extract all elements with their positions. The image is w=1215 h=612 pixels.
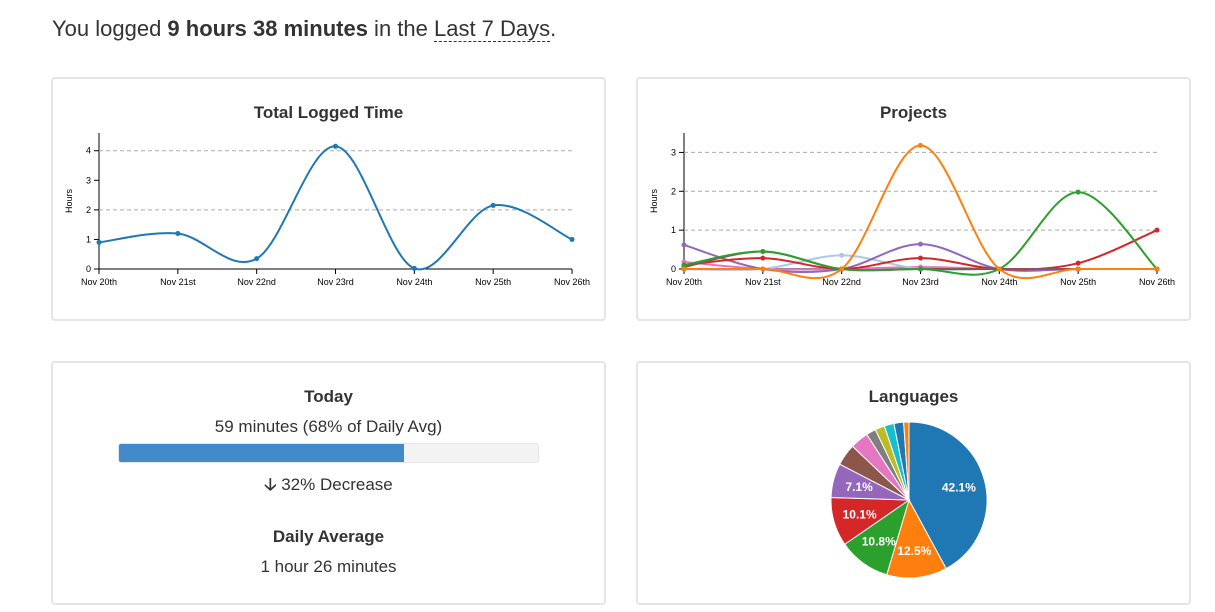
y-tick-label: 1 [671, 225, 676, 235]
x-tick-label: Nov 22nd [822, 277, 861, 287]
data-point [760, 266, 766, 272]
x-tick-label: Nov 26th [1139, 277, 1175, 287]
x-tick-label: Nov 23rd [317, 277, 354, 287]
data-point [411, 265, 417, 271]
data-point [760, 249, 766, 255]
y-tick-label: 1 [86, 234, 91, 244]
daily-average-value: 1 hour 26 minutes [260, 557, 397, 576]
data-point [1075, 266, 1081, 272]
data-point [681, 266, 687, 272]
daily-average-title: Daily Average [272, 527, 385, 546]
projects-card: Projects [636, 77, 1191, 321]
y-tick-label: 3 [671, 147, 676, 157]
total-logged-time-card: Total Logged Time [51, 77, 606, 321]
data-point [96, 239, 102, 245]
series-line [98, 145, 573, 271]
x-tick-label: Nov 26th [554, 277, 590, 287]
data-point [1075, 260, 1081, 266]
data-point [681, 262, 687, 268]
y-tick-label: 2 [86, 205, 91, 215]
today-card: Today 59 minutes (68% of Daily Avg) 🡣 32… [51, 361, 606, 605]
data-point [254, 256, 260, 262]
y-tick-label: 3 [86, 175, 91, 185]
data-point [839, 252, 845, 258]
x-tick-label: Nov 24th [981, 277, 1017, 287]
data-point [918, 266, 923, 272]
x-tick-label: Nov 20th [666, 277, 702, 287]
series-line [683, 229, 1158, 271]
data-point [1075, 189, 1081, 195]
x-tick-label: Nov 22nd [237, 277, 276, 287]
data-point [175, 231, 181, 237]
data-point [918, 142, 923, 148]
languages-card: Languages [636, 361, 1191, 605]
y-tick-label: 4 [86, 146, 91, 156]
progress-fill [119, 444, 404, 462]
data-point [490, 202, 496, 208]
x-tick-label: Nov 25th [1060, 277, 1096, 287]
total-time: 9 hours 38 minutes [167, 16, 368, 41]
data-point [839, 266, 845, 272]
data-point [1154, 266, 1160, 272]
x-tick-label: Nov 21st [745, 277, 781, 287]
x-tick-label: Nov 20th [81, 277, 117, 287]
y-axis-label: Hours [64, 189, 74, 214]
data-point [1154, 227, 1160, 233]
data-point [918, 255, 923, 261]
x-tick-label: Nov 21st [160, 277, 196, 287]
data-point [918, 241, 923, 247]
today-progress-bar [118, 443, 539, 463]
data-point [996, 266, 1002, 272]
chart-title: Total Logged Time [253, 103, 404, 122]
y-tick-label: 2 [671, 186, 676, 196]
date-range-selector[interactable]: Last 7 Days [433, 16, 551, 42]
y-axis-label: Hours [649, 189, 659, 214]
data-point [333, 143, 338, 149]
data-point [569, 236, 575, 242]
summary-text: You logged 9 hours 38 minutes in the Las… [52, 16, 557, 42]
chart-title: Projects [879, 103, 948, 122]
arrow-down-icon: 🡣 [264, 475, 277, 494]
data-point [681, 242, 687, 248]
y-tick-label: 0 [671, 264, 676, 274]
today-time: 59 minutes (68% of Daily Avg) [214, 417, 443, 436]
x-tick-label: Nov 25th [475, 277, 511, 287]
today-title: Today [304, 387, 353, 406]
data-point [760, 255, 766, 261]
y-tick-label: 0 [86, 264, 91, 274]
x-tick-label: Nov 24th [396, 277, 432, 287]
x-tick-label: Nov 23rd [902, 277, 939, 287]
chart-title: Languages [868, 387, 959, 406]
change-indicator: 🡣 32% Decrease [264, 475, 393, 494]
series-line [683, 191, 1158, 276]
